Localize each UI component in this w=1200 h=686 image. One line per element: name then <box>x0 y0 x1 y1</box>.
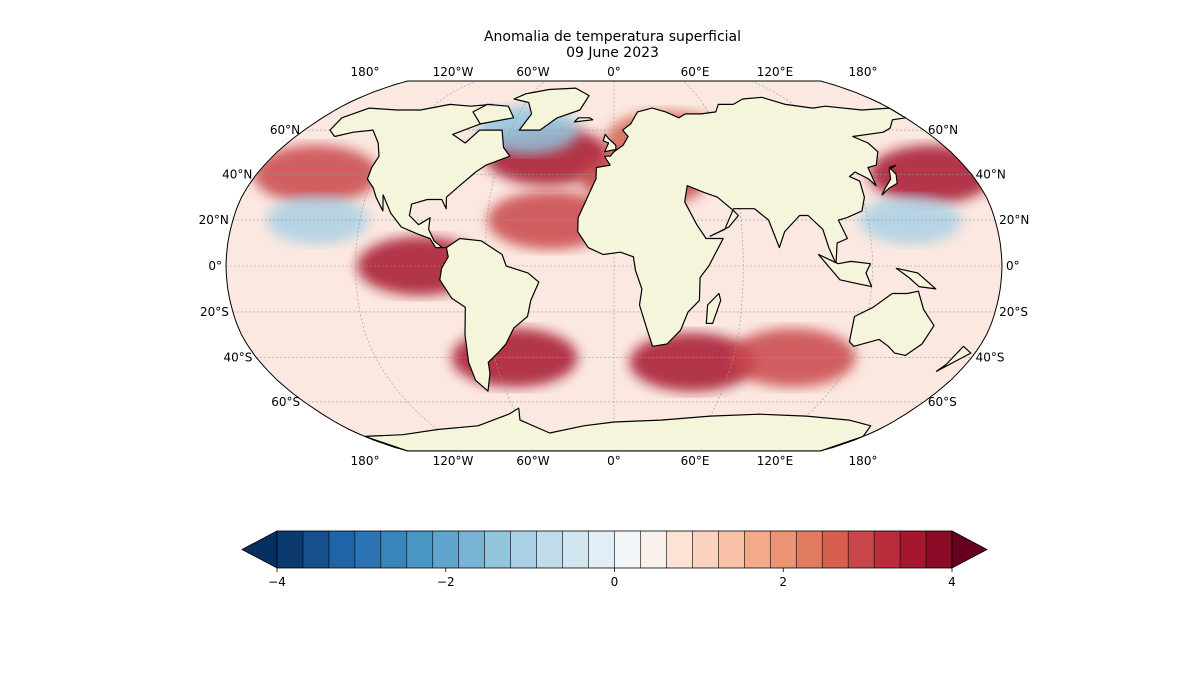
land-baffin <box>472 103 515 125</box>
colorbar-swatch <box>900 531 927 568</box>
colorbar-swatch <box>718 531 745 568</box>
lat-label-right: 20°N <box>999 213 1029 227</box>
colorbar-swatch <box>744 531 771 568</box>
lon-label-bottom: 120°E <box>757 454 794 468</box>
colorbar-swatch <box>380 531 408 568</box>
lat-label-left: 20°S <box>200 305 229 319</box>
colorbar-swatch <box>510 531 537 568</box>
land-madagascar <box>705 292 722 324</box>
world-map: 180° 120°W 60°W 0° 60°E 120°E 180° 180° 120°W 60°… <box>199 65 1030 468</box>
lat-label-left: 40°N <box>222 167 252 181</box>
land-iceland <box>573 117 594 123</box>
land-britain <box>602 133 617 153</box>
land-indonesia <box>817 253 873 288</box>
colorbar-tick-label: −4 <box>268 575 286 589</box>
lon-label-bottom: 0° <box>607 454 621 468</box>
colorbar-swatch <box>302 531 330 568</box>
lon-label-bottom: 180° <box>351 454 380 468</box>
colorbar-swatch <box>692 531 719 568</box>
land-new-zealand <box>935 345 972 372</box>
colorbar-extend-max <box>951 530 988 569</box>
lat-label-left: 20°N <box>199 213 229 227</box>
land-japan <box>881 164 898 196</box>
lat-label-left: 40°S <box>224 351 253 365</box>
lon-label-bottom: 60°W <box>516 454 549 468</box>
colorbar-swatch <box>822 531 849 568</box>
land-australia <box>848 290 935 356</box>
colorbar-swatch <box>848 531 875 568</box>
lat-label-left: 60°S <box>271 395 300 409</box>
lon-label-top: 120°E <box>757 65 794 79</box>
lon-label-bottom: 60°E <box>681 454 710 468</box>
colorbar-swatch <box>484 531 511 568</box>
globe-outline <box>225 80 1003 452</box>
lon-label-bottom: 180° <box>849 454 878 468</box>
land-greenland <box>513 87 590 131</box>
colorbar-swatch <box>666 531 693 568</box>
lat-label-left: 0° <box>208 259 222 273</box>
land-south-america <box>439 237 540 392</box>
map-date: 09 June 2023 <box>566 45 659 61</box>
lat-label-right: 60°N <box>928 123 958 137</box>
landmasses <box>329 87 972 451</box>
colorbar-swatch <box>536 531 563 568</box>
colorbar-swatch <box>562 531 589 568</box>
colorbar-tick-label: 0 <box>611 575 619 589</box>
lat-label-right: 40°N <box>976 167 1006 181</box>
anomaly-blob <box>629 332 756 392</box>
colorbar-swatch <box>328 531 356 568</box>
colorbar-swatch <box>926 531 953 568</box>
lon-label-top: 0° <box>607 65 621 79</box>
colorbar-tick-label: −2 <box>437 575 455 589</box>
anomaly-blob <box>253 144 380 204</box>
colorbar-swatch <box>796 531 823 568</box>
land-antarctica <box>364 407 872 451</box>
lat-label-right: 60°S <box>928 395 957 409</box>
lon-label-top: 60°W <box>516 65 549 79</box>
colorbar-swatch <box>277 531 304 568</box>
lat-label-right: 0° <box>1006 259 1020 273</box>
lon-label-bottom: 120°W <box>433 454 474 468</box>
colorbar-swatch <box>770 531 797 568</box>
graticule-labels: 180° 120°W 60°W 0° 60°E 120°E 180° 180° 120°W 60°… <box>199 65 1030 468</box>
colorbar-swatch <box>588 531 615 568</box>
colorbar-swatch <box>432 531 460 568</box>
land-new-guinea <box>895 267 937 290</box>
colorbar-segments <box>241 530 988 569</box>
gridline-lon <box>682 81 744 451</box>
colorbar-swatch <box>640 531 667 568</box>
colorbar-swatch <box>614 531 641 568</box>
map-title: Anomalia de temperatura superficial <box>483 29 741 45</box>
colorbar-ticks: −4 −2 0 2 4 <box>268 568 956 589</box>
lat-label-left: 60°N <box>270 123 300 137</box>
lat-label-right: 20°S <box>999 305 1028 319</box>
colorbar-tick-label: 2 <box>779 575 787 589</box>
colorbar-swatch <box>354 531 382 568</box>
land-eurasia-africa <box>577 96 907 347</box>
lat-label-right: 40°S <box>976 351 1005 365</box>
lon-label-top: 180° <box>351 65 380 79</box>
land-north-america <box>329 103 511 249</box>
lon-label-top: 120°W <box>433 65 474 79</box>
colorbar-swatch <box>406 531 434 568</box>
colorbar-swatch <box>458 531 485 568</box>
lon-label-top: 180° <box>849 65 878 79</box>
colorbar-tick-label: 4 <box>948 575 956 589</box>
colorbar-extend-min <box>241 530 278 569</box>
colorbar-swatch <box>874 531 901 568</box>
lon-label-top: 60°E <box>681 65 710 79</box>
